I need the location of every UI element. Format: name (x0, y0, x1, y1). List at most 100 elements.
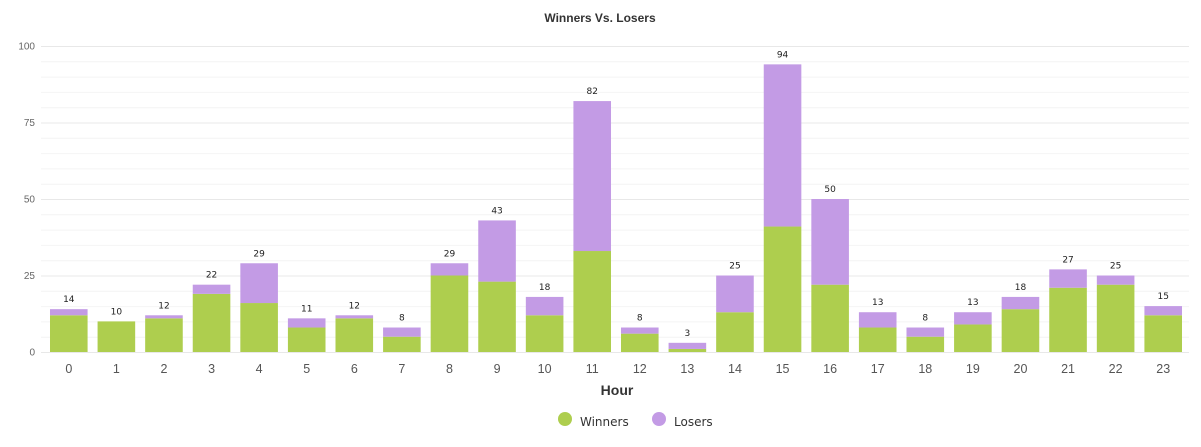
bar-winners[interactable] (1049, 287, 1087, 352)
bar-total-label: 3 (685, 329, 691, 339)
bar-winners[interactable] (1144, 315, 1183, 352)
bar-losers[interactable] (573, 101, 612, 252)
bar-winners[interactable] (858, 327, 897, 352)
x-tick-label: 0 (65, 362, 72, 376)
bar-losers[interactable] (763, 64, 802, 227)
x-tick-label: 13 (680, 362, 694, 376)
bar-losers[interactable] (668, 342, 707, 349)
bar-winners[interactable] (335, 318, 374, 352)
bar-winners[interactable] (954, 324, 992, 352)
data-labels: 14 10 12 22 29 11 12 8 29 43 18 82 8 3 25 94 50 13 8 13 18 27… (63, 50, 1169, 338)
bar-winners[interactable] (525, 315, 564, 352)
x-tick-label: 2 (160, 362, 167, 376)
bar-losers[interactable] (525, 296, 564, 316)
y-axis: 0 25 50 75 100 (18, 42, 35, 359)
x-tick-label: 20 (1014, 362, 1028, 376)
bar-losers[interactable] (287, 318, 326, 328)
bar-losers[interactable] (145, 315, 183, 319)
bar-losers[interactable] (811, 199, 849, 285)
legend-item-winners[interactable]: Winners (558, 412, 629, 429)
bar-winners[interactable] (383, 336, 421, 352)
x-tick-label: 17 (871, 362, 885, 376)
bar-losers[interactable] (716, 275, 754, 313)
bar-losers[interactable] (383, 327, 421, 337)
bar-total-label: 11 (301, 304, 312, 314)
bar-winners[interactable] (763, 226, 802, 352)
x-tick-label: 11 (586, 362, 599, 376)
x-tick-label: 5 (303, 362, 310, 376)
bar-losers[interactable] (1096, 275, 1135, 285)
bar-winners[interactable] (287, 327, 326, 352)
x-tick-label: 6 (351, 362, 358, 376)
bar-winners[interactable] (668, 348, 707, 352)
bar-total-label: 18 (1015, 283, 1027, 293)
bar-winners[interactable] (1001, 309, 1040, 352)
bar-total-label: 22 (206, 271, 217, 281)
x-axis-title: Hour (601, 382, 634, 398)
bar-winners[interactable] (573, 251, 612, 352)
bar-losers[interactable] (906, 327, 945, 337)
legend-label: Losers (674, 415, 713, 429)
bar-total-label: 15 (1157, 292, 1168, 302)
bar-losers[interactable] (1144, 306, 1183, 316)
bar-total-label: 18 (539, 283, 551, 293)
y-tick-label: 0 (29, 348, 35, 359)
bar-winners[interactable] (192, 293, 231, 352)
bar-losers[interactable] (192, 284, 231, 294)
bar-losers[interactable] (954, 312, 992, 325)
x-tick-label: 23 (1156, 362, 1170, 376)
bar-losers[interactable] (240, 263, 278, 304)
x-tick-label: 22 (1109, 362, 1123, 376)
x-tick-label: 10 (538, 362, 552, 376)
bar-total-label: 29 (253, 249, 265, 259)
x-tick-label: 12 (633, 362, 647, 376)
bar-losers[interactable] (430, 263, 469, 276)
bar-winners[interactable] (145, 318, 183, 352)
bar-winners[interactable] (1096, 284, 1135, 352)
legend-label: Winners (580, 415, 629, 429)
bar-losers[interactable] (1049, 269, 1087, 288)
bar-winners[interactable] (478, 281, 516, 352)
bar-losers[interactable] (335, 315, 374, 319)
bar-winners[interactable] (97, 321, 136, 352)
bar-winners[interactable] (906, 336, 945, 352)
bar-total-label: 12 (158, 301, 169, 311)
bar-losers[interactable] (620, 327, 659, 334)
y-tick-label: 50 (24, 195, 36, 206)
x-tick-label: 7 (398, 362, 405, 376)
bar-winners[interactable] (716, 312, 754, 352)
chart-title: Winners Vs. Losers (544, 11, 656, 25)
bar-losers[interactable] (478, 220, 516, 282)
bars (49, 64, 1183, 353)
bar-total-label: 82 (586, 87, 597, 97)
bar-winners[interactable] (811, 284, 849, 352)
x-tick-label: 18 (918, 362, 932, 376)
bar-total-label: 94 (777, 50, 789, 60)
bar-total-label: 13 (967, 298, 978, 308)
legend: Winners Losers (558, 412, 713, 429)
bar-total-label: 25 (729, 262, 740, 272)
bar-total-label: 43 (491, 206, 502, 216)
bar-losers[interactable] (858, 312, 897, 328)
grid-lines (41, 46, 1189, 353)
x-tick-label: 1 (113, 362, 120, 376)
x-tick-label: 8 (446, 362, 453, 376)
x-tick-label: 9 (494, 362, 501, 376)
legend-item-losers[interactable]: Losers (652, 412, 713, 429)
bar-winners[interactable] (620, 333, 659, 352)
bar-total-label: 12 (349, 301, 360, 311)
bar-total-label: 14 (63, 295, 75, 305)
bar-winners[interactable] (49, 315, 88, 352)
x-tick-label: 14 (728, 362, 742, 376)
bar-total-label: 13 (872, 298, 883, 308)
bar-losers[interactable] (1001, 296, 1040, 310)
x-tick-label: 21 (1061, 362, 1075, 376)
bar-total-label: 25 (1110, 262, 1121, 272)
bar-winners[interactable] (240, 303, 278, 352)
bar-total-label: 8 (399, 314, 405, 324)
y-tick-label: 25 (24, 271, 36, 282)
bar-winners[interactable] (430, 275, 469, 353)
bar-total-label: 8 (637, 314, 643, 324)
bar-losers[interactable] (49, 309, 88, 316)
